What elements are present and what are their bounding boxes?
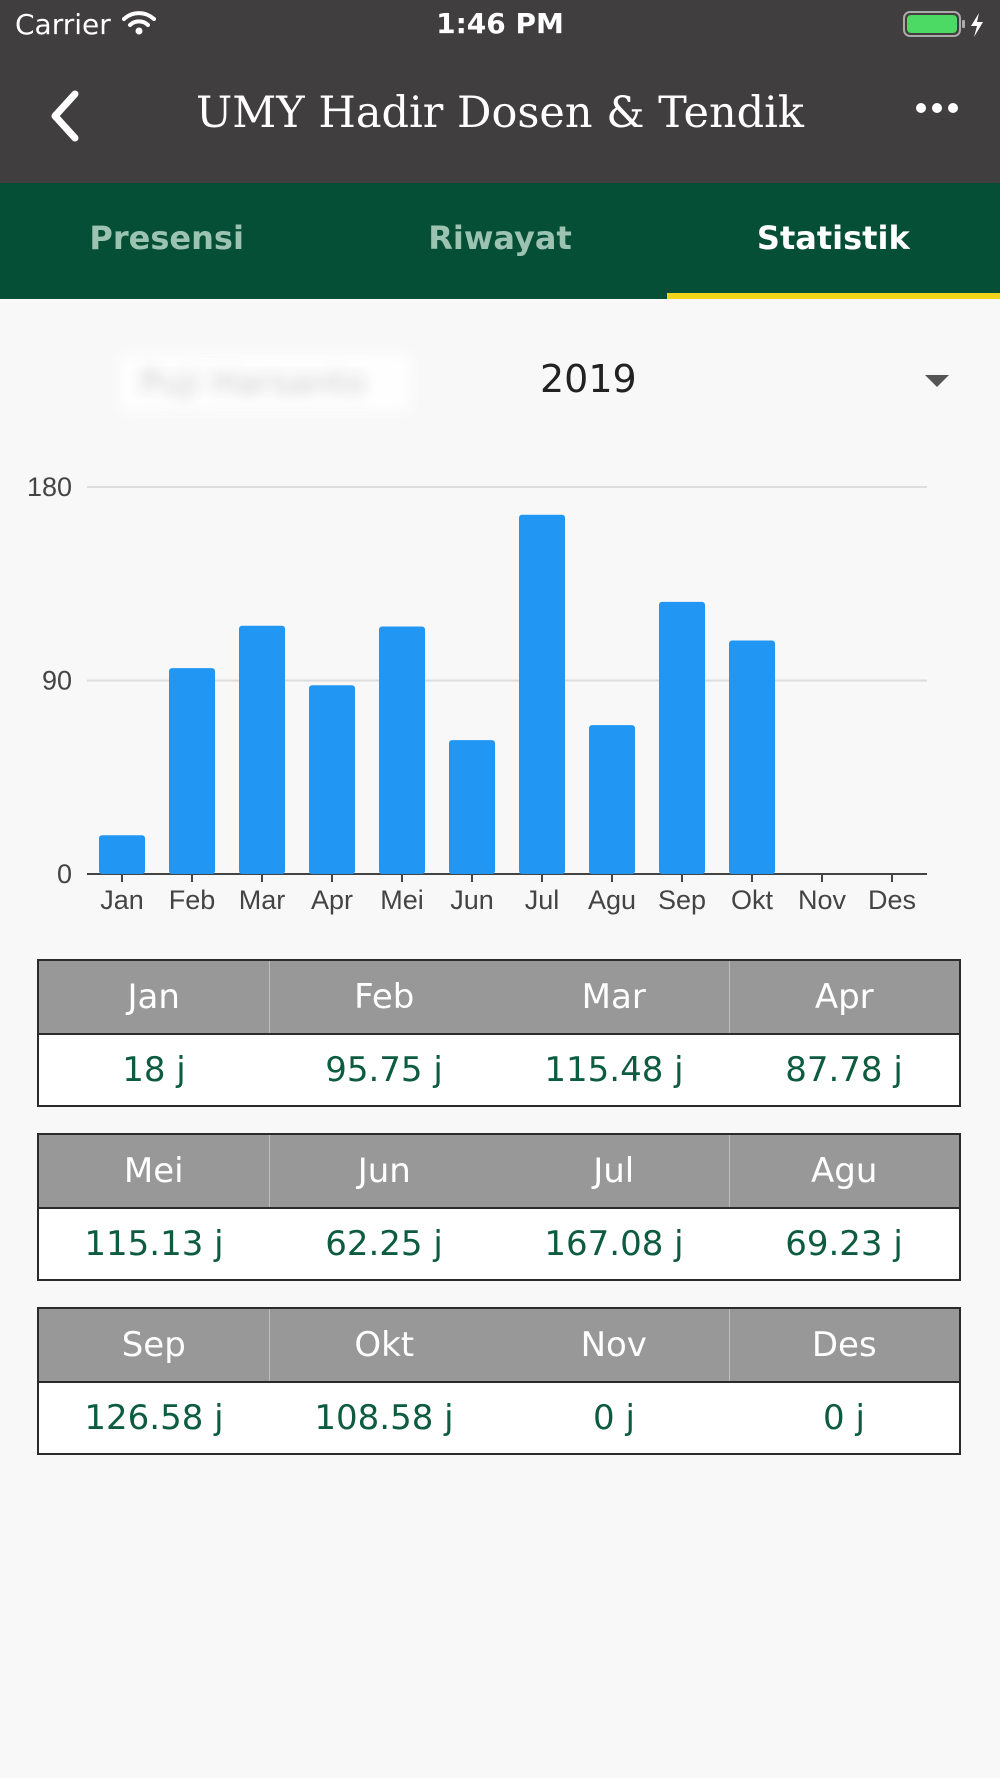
table-value-cell: 0 j: [823, 1398, 865, 1438]
table-value-row: 18 j 95.75 j 115.48 j 87.78 j: [39, 1035, 959, 1107]
user-name-blurred: Puji Harsanto: [120, 355, 410, 410]
table-header-cell: Feb: [268, 961, 500, 1033]
x-tick-label: Feb: [169, 885, 216, 915]
wifi-icon: [122, 10, 156, 40]
tab-label: Statistik: [756, 219, 910, 257]
user-name: Puji Harsanto: [140, 363, 366, 403]
table-value-cell: 69.23 j: [785, 1224, 903, 1264]
x-tick-label: Okt: [731, 885, 774, 915]
table-header-cell: Des: [728, 1309, 960, 1381]
table-header-row: Mei Jun Jul Agu: [39, 1135, 959, 1209]
bar-jun: [449, 740, 495, 874]
table-header-cell: Mar: [581, 977, 646, 1017]
x-tick-label: Agu: [588, 885, 636, 915]
table-value-cell: 108.58 j: [314, 1398, 454, 1438]
nav-bar: UMY Hadir Dosen & Tendik: [0, 50, 1000, 183]
month-table-1: Jan Feb Mar Apr 18 j 95.75 j 115.48 j 87…: [37, 959, 961, 1107]
y-tick-label: 90: [42, 666, 72, 696]
tab-bar: Presensi Riwayat Statistik: [0, 183, 1000, 299]
table-value-cell: 115.48 j: [544, 1050, 684, 1090]
x-tick-label: Jul: [525, 885, 560, 915]
table-header-cell: Nov: [580, 1325, 647, 1365]
chevron-left-icon: [51, 90, 79, 142]
table-value-cell: 62.25 j: [325, 1224, 443, 1264]
tab-presensi[interactable]: Presensi: [0, 183, 333, 299]
x-tick-label: Sep: [658, 885, 706, 915]
x-tick-label: Mei: [380, 885, 424, 915]
table-value-cell: 167.08 j: [544, 1224, 684, 1264]
x-tick-label: Des: [868, 885, 916, 915]
x-tick-label: Jan: [100, 885, 144, 915]
table-value-cell: 87.78 j: [785, 1050, 903, 1090]
dropdown-caret-icon[interactable]: [925, 375, 949, 387]
bar-jan: [99, 835, 145, 874]
bar-sep: [659, 601, 705, 874]
table-header-cell: Jun: [268, 1135, 500, 1207]
table-header-cell: Jan: [127, 977, 180, 1017]
x-tick-label: Apr: [311, 885, 353, 915]
year-selector[interactable]: Puji Harsanto 2019: [0, 345, 1000, 417]
table-value-cell: 0 j: [593, 1398, 635, 1438]
table-header-row: Sep Okt Nov Des: [39, 1309, 959, 1383]
table-header-row: Jan Feb Mar Apr: [39, 961, 959, 1035]
more-options-button[interactable]: [915, 100, 965, 134]
tab-statistik[interactable]: Statistik: [666, 183, 1000, 299]
table-value-cell: 95.75 j: [325, 1050, 443, 1090]
table-header-cell: Jul: [593, 1151, 635, 1191]
table-header-cell: Okt: [268, 1309, 500, 1381]
month-table-2: Mei Jun Jul Agu 115.13 j 62.25 j 167.08 …: [37, 1133, 961, 1281]
x-tick-label: Nov: [798, 885, 847, 915]
table-header-cell: Sep: [121, 1325, 186, 1365]
table-value-cell: 115.13 j: [84, 1224, 224, 1264]
bar-feb: [169, 668, 215, 874]
x-tick-label: Jun: [450, 885, 494, 915]
tab-riwayat[interactable]: Riwayat: [333, 183, 666, 299]
status-bar: Carrier 1:46 PM: [0, 0, 1000, 50]
tab-label: Riwayat: [428, 219, 572, 257]
table-value-cell: 18 j: [122, 1050, 186, 1090]
month-table-3: Sep Okt Nov Des 126.58 j 108.58 j 0 j 0 …: [37, 1307, 961, 1455]
table-value-row: 126.58 j 108.58 j 0 j 0 j: [39, 1383, 959, 1455]
page-title: UMY Hadir Dosen & Tendik: [196, 88, 804, 138]
bar-mei: [379, 626, 425, 874]
bar-mar: [239, 625, 285, 874]
more-dots-icon: [916, 103, 958, 113]
back-button[interactable]: [45, 88, 95, 146]
table-header-cell: Mei: [123, 1151, 184, 1191]
table-header-cell: Apr: [728, 961, 960, 1033]
y-tick-label: 180: [27, 472, 72, 502]
bar-agu: [589, 725, 635, 874]
x-tick-label: Mar: [239, 885, 286, 915]
bar-jul: [519, 514, 565, 874]
y-tick-label: 0: [57, 859, 72, 889]
table-value-cell: 126.58 j: [84, 1398, 224, 1438]
table-header-cell: Agu: [728, 1135, 960, 1207]
battery-icon: [903, 11, 988, 43]
bar-okt: [729, 640, 775, 874]
carrier-label: Carrier: [15, 8, 111, 41]
table-value-row: 115.13 j 62.25 j 167.08 j 69.23 j: [39, 1209, 959, 1281]
hours-bar-chart: 0 90 180 Jan Feb Mar Apr Mei Jun Jul Agu Sep Okt Nov D…: [27, 472, 927, 915]
selected-year: 2019: [540, 357, 637, 401]
tab-label: Presensi: [89, 219, 244, 257]
bar-apr: [309, 685, 355, 874]
